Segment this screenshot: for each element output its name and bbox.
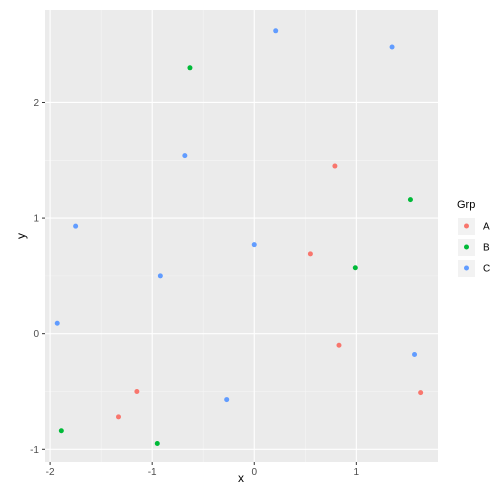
data-point-c [412,351,418,357]
legend-items: ABC [458,218,490,277]
data-point-c [389,44,395,50]
legend-label-c: C [483,264,490,275]
data-point-c [73,223,79,229]
plot-panel [45,10,438,462]
data-point-c [273,28,279,34]
legend-title: Grp [457,199,475,211]
x-axis-title: x [238,471,244,485]
y-tick-label: 1 [33,214,39,225]
y-axis-ticks: -1 0 1 2 [30,98,45,456]
x-tick-label: -2 [46,467,55,478]
legend-key-c [464,265,469,271]
y-tick-label: 2 [33,98,39,109]
legend-key-b [464,244,469,250]
data-point-b [352,265,358,271]
x-tick-label: 1 [354,467,360,478]
data-point-c [182,153,188,159]
data-points [54,28,424,447]
x-tick-label: -1 [148,467,157,478]
legend-key-a [464,223,469,229]
x-axis-ticks: -2 -1 0 1 [46,462,360,478]
legend: Grp ABC [457,199,490,277]
minor-gridlines [45,10,438,462]
data-point-b [154,441,160,447]
data-point-a [115,414,121,420]
y-tick-label: -1 [30,445,39,456]
data-point-b [407,197,413,203]
data-point-a [307,251,313,257]
data-point-b [58,428,64,434]
data-point-c [157,273,163,279]
data-point-a [418,390,424,396]
data-point-a [336,342,342,348]
data-point-c [224,397,230,403]
major-gridlines [45,10,438,462]
data-point-b [187,65,193,71]
data-point-c [54,320,60,326]
data-point-a [134,388,140,394]
data-point-c [251,242,257,248]
y-axis-title: y [14,233,28,239]
legend-label-b: B [483,243,490,254]
data-point-a [332,163,338,169]
y-tick-label: 0 [33,329,39,340]
x-tick-label: 0 [251,467,257,478]
legend-label-a: A [483,222,490,233]
